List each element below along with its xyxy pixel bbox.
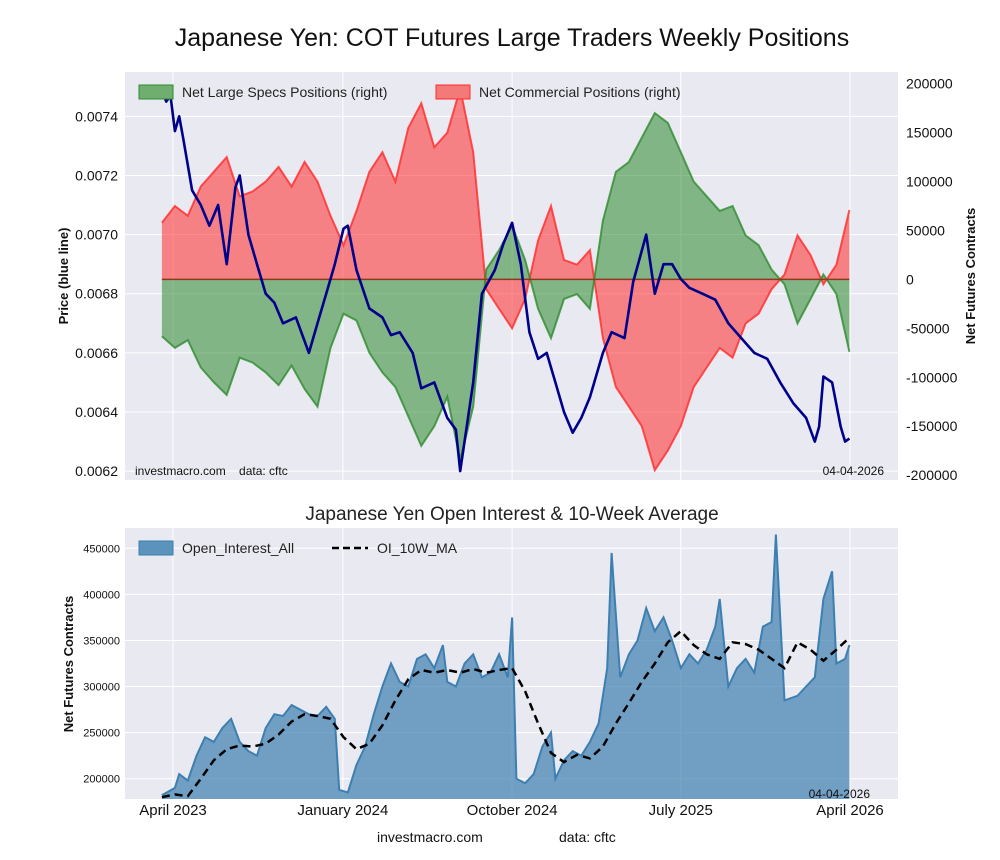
lower-chart-title: Japanese Yen Open Interest & 10-Week Ave… bbox=[305, 504, 718, 525]
top-right-axis-label: Net Futures Contracts bbox=[963, 208, 978, 345]
top-left-tick-label: 0.0074 bbox=[75, 108, 118, 124]
footer-source: data: cftc bbox=[559, 829, 616, 845]
bottom-y-tick-label: 450000 bbox=[83, 543, 120, 555]
top-right-tick-label: -150000 bbox=[906, 418, 958, 434]
legend-label-ma: OI_10W_MA bbox=[377, 540, 458, 556]
price-line bbox=[160, 89, 851, 473]
bottom-left-axis-label: Net Futures Contracts bbox=[61, 596, 76, 733]
top-left-tick-label: 0.0064 bbox=[75, 404, 118, 420]
top-right-tick-label: 150000 bbox=[906, 125, 953, 141]
bottom-x-tick-label: January 2024 bbox=[297, 802, 388, 819]
legend-swatch-specs bbox=[138, 84, 174, 100]
bottom-y-tick-label: 200000 bbox=[83, 774, 120, 786]
top-watermark-date: 04-04-2026 bbox=[823, 464, 885, 478]
top-right-tick-label: 100000 bbox=[906, 174, 953, 190]
commercial-line bbox=[161, 88, 851, 473]
top-watermark-source: investmacro.com data: cftc bbox=[135, 464, 288, 478]
bottom-y-tick-label: 250000 bbox=[83, 728, 120, 740]
top-right-tick-label: 50000 bbox=[906, 223, 945, 239]
bottom-x-tick-label: April 2026 bbox=[816, 802, 884, 819]
legend-swatch-oi bbox=[138, 540, 174, 556]
top-left-axis-label: Price (blue line) bbox=[56, 228, 71, 325]
bottom-y-tick-label: 350000 bbox=[83, 635, 120, 647]
open-interest-line bbox=[161, 534, 851, 797]
legend-label-specs: Net Large Specs Positions (right) bbox=[182, 84, 387, 100]
bottom-watermark-date: 04-04-2026 bbox=[809, 787, 871, 801]
top-axis-labels: 0.0062 0.0064 0.0066 0.0068 0.0070 0.0072 0.00… bbox=[75, 76, 957, 483]
footer-site: investmacro.com bbox=[377, 829, 483, 845]
top-left-tick-label: 0.0072 bbox=[75, 167, 118, 183]
specs-area bbox=[161, 113, 850, 461]
top-legend: Net Large Specs Positions (right) Net Co… bbox=[138, 84, 681, 100]
top-right-tick-label: -50000 bbox=[906, 320, 950, 336]
top-lines bbox=[160, 88, 851, 473]
bottom-y-tick-label: 300000 bbox=[83, 682, 120, 694]
bottom-lines bbox=[161, 629, 851, 799]
bottom-oi-area bbox=[161, 534, 851, 799]
legend-swatch-commercial bbox=[435, 84, 471, 100]
legend-label-oi: Open_Interest_All bbox=[182, 540, 294, 556]
top-right-tick-label: 0 bbox=[906, 271, 914, 287]
top-left-tick-label: 0.0062 bbox=[75, 463, 118, 479]
bottom-legend: Open_Interest_All OI_10W_MA bbox=[138, 540, 458, 556]
legend-label-commercial: Net Commercial Positions (right) bbox=[479, 84, 681, 100]
figure-title: Japanese Yen: COT Futures Large Traders … bbox=[175, 24, 849, 52]
oi-10w-ma-line bbox=[161, 629, 851, 799]
bottom-x-tick-label: April 2023 bbox=[139, 802, 207, 819]
bottom-y-tick-label: 400000 bbox=[83, 589, 120, 601]
open-interest-area bbox=[161, 534, 850, 799]
top-right-tick-label: -200000 bbox=[906, 467, 958, 483]
bottom-x-tick-label: July 2025 bbox=[649, 802, 713, 819]
top-right-tick-label: -100000 bbox=[906, 369, 958, 385]
top-left-tick-label: 0.0070 bbox=[75, 227, 118, 243]
top-right-tick-label: 200000 bbox=[906, 76, 953, 92]
top-left-tick-label: 0.0068 bbox=[75, 286, 118, 302]
bottom-x-tick-label: October 2024 bbox=[467, 802, 558, 819]
top-left-tick-label: 0.0066 bbox=[75, 345, 118, 361]
bottom-axis-labels: April 2023 January 2024 October 2024 July 2… bbox=[83, 543, 883, 819]
